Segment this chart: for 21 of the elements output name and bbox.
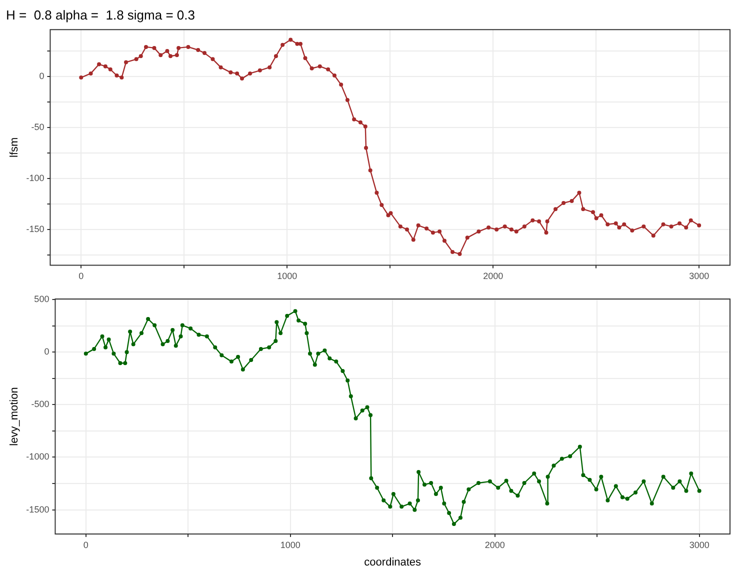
y-tick-label: -1500 — [26, 504, 50, 514]
x-tick-label: 2000 — [484, 540, 505, 550]
y-axis-title: lfsm — [8, 137, 21, 158]
x-axis-title: coordinates — [364, 556, 422, 568]
y-tick-label: -100 — [26, 172, 44, 183]
y-tick-label: -150 — [26, 224, 44, 234]
x-tick-label: 3000 — [689, 271, 710, 282]
y-tick-label: 500 — [34, 294, 50, 304]
y-tick-label: 0 — [39, 71, 44, 81]
y-tick-label: -50 — [31, 122, 44, 132]
y-axis-title: levy_motion — [8, 387, 21, 446]
x-tick-label: 2000 — [483, 271, 504, 282]
x-tick-label: 0 — [78, 271, 84, 282]
x-tick-label: 1000 — [277, 271, 298, 282]
y-tick-label: -500 — [31, 399, 50, 410]
y-tick-label: -1000 — [26, 452, 50, 462]
y-tick-label: 0 — [44, 346, 50, 357]
x-tick-label: 1000 — [280, 540, 300, 550]
chart-title: H = 0.8 alpha = 1.8 sigma = 0.3 — [6, 7, 195, 22]
x-tick-label: 0 — [83, 540, 88, 550]
x-tick-label: 3000 — [689, 540, 710, 550]
